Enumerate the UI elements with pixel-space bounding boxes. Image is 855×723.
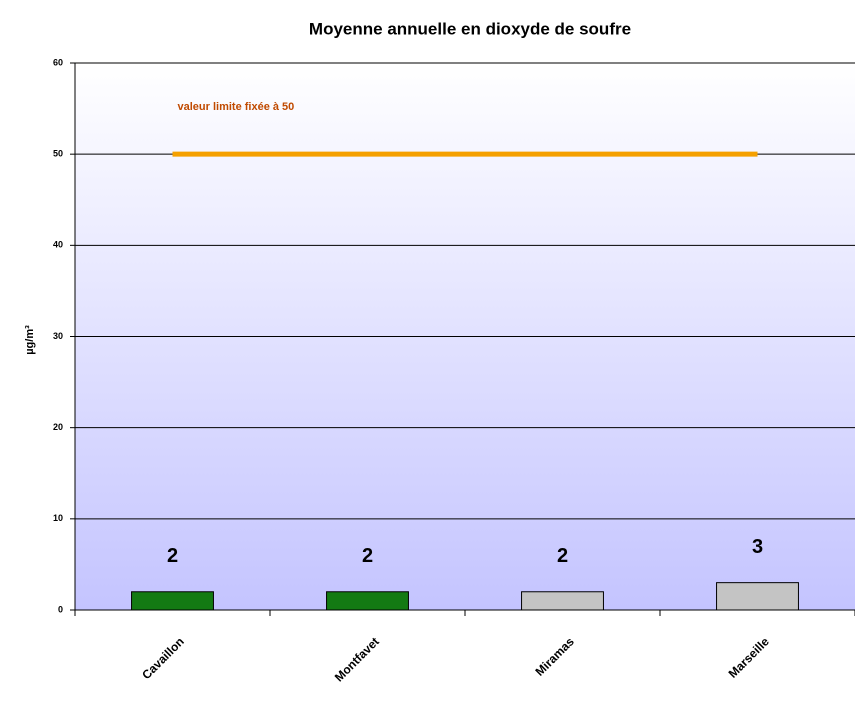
bar (716, 582, 799, 611)
x-tick-label: Montfavet (332, 634, 382, 684)
x-tick-label: Marseille (726, 634, 772, 680)
bar (326, 591, 409, 611)
data-label: 2 (557, 545, 568, 567)
y-tick-label: 40 (53, 240, 63, 250)
data-label: 2 (362, 545, 373, 567)
y-tick-label: 60 (53, 57, 63, 67)
y-tick-label: 20 (53, 422, 63, 432)
chart-title: Moyenne annuelle en dioxyde de soufre (309, 19, 631, 38)
data-label: 2 (167, 545, 178, 567)
y-axis-label: µg/m³ (24, 325, 36, 355)
x-tick-label: Miramas (533, 634, 578, 679)
data-label: 3 (752, 536, 763, 558)
bar (521, 591, 604, 611)
y-tick-label: 10 (53, 513, 63, 523)
y-tick-label: 50 (53, 149, 63, 159)
y-tick-label: 30 (53, 331, 63, 341)
y-tick-label: 0 (58, 604, 63, 614)
bar (131, 591, 214, 611)
x-tick-label: Cavaillon (139, 634, 187, 682)
reference-label: valeur limite fixée à 50 (178, 101, 295, 113)
